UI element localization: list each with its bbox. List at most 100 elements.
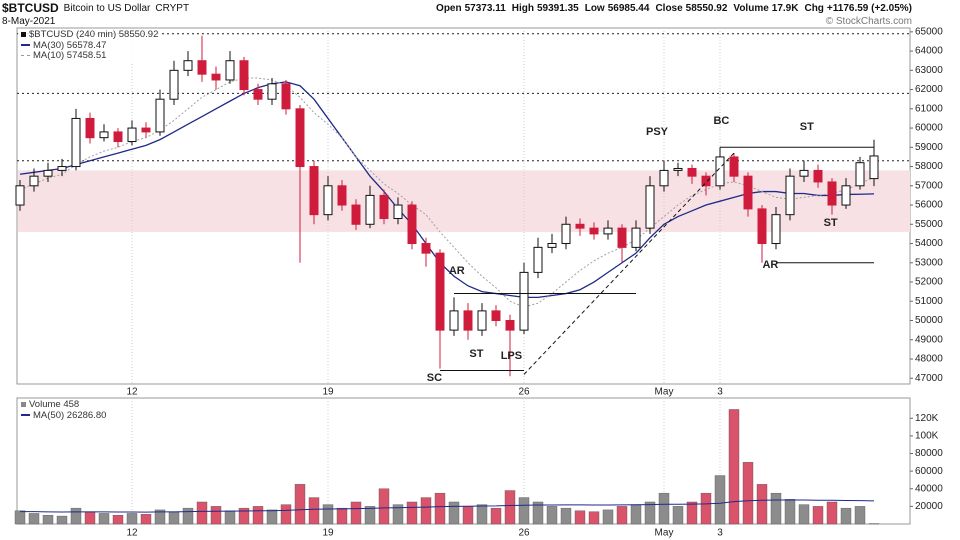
volume-bar [686,501,698,525]
moving-average [19,81,875,299]
legend-label: Volume [29,399,61,410]
volume-bar [742,462,754,525]
y-tick-label: 49000 [915,334,943,345]
volume-bar [14,510,26,525]
volume-bar [700,492,712,525]
candle-body [757,208,767,245]
candle-body [547,243,557,248]
candle-body [141,127,151,133]
y-tick-label: 53000 [915,257,943,268]
volume-bar [532,501,544,525]
volume-bar [616,506,628,525]
candle-body [393,204,403,220]
y-tick-label: 55000 [915,219,943,230]
candle-body [253,89,263,100]
volume-bar [546,506,558,525]
candle-body [813,169,823,183]
candle-body [43,169,53,177]
volume-bar [364,506,376,525]
y-tick-label: 59000 [915,142,943,153]
annotation: LPS [501,350,522,362]
candle-body [575,223,585,229]
legend-value: 56578.47 [66,39,107,51]
volume-bar [140,514,152,525]
symbol: $BTCUSD [2,1,59,15]
stat-label: High [511,3,534,14]
candle-body [869,155,879,180]
y-tick-label: 62000 [915,84,943,95]
stat-value: 17.9K [771,3,799,14]
annotation: SC [427,372,442,384]
annotation: ST [800,121,814,133]
candle-body [15,185,25,206]
volume-bar [238,507,250,525]
y-tick-label: 52000 [915,277,943,288]
candle-body [365,194,375,225]
y-tick-label: 100K [915,431,939,442]
candle-body [57,166,67,171]
candle-body [673,167,683,171]
volume-bar [602,509,614,525]
candle-body [491,310,501,321]
x-tick-label: 3 [717,528,723,539]
candle-body [799,169,809,177]
candle-body [323,185,333,216]
candle-body [29,175,39,187]
candle-body [659,169,669,187]
volume-bar [182,507,194,525]
candle-body [183,60,193,71]
volume-bar [322,504,334,525]
volume-bar [420,497,432,525]
y-tick-label: 51000 [915,296,943,307]
volume-bar [714,475,726,525]
stat-label: Close [655,3,683,14]
candle-body [351,204,361,225]
candle-body [239,60,249,91]
stat-value: 59391.35 [537,3,579,14]
y-tick-label: 40000 [915,483,943,494]
candle-body [71,117,81,168]
volume-bar [378,488,390,525]
candle-body [113,131,123,143]
y-tick-label: 57000 [915,180,943,191]
y-tick-label: 63000 [915,65,943,76]
header-row: $BTCUSD Bitcoin to US Dollar CRYPT Open 5… [2,1,912,15]
x-tick-label: 19 [322,387,334,398]
candle-body [309,166,319,216]
legend-label: MA(30) [33,39,65,51]
annotation: PSY [646,126,669,138]
volume-bar [434,492,446,525]
candle-body [281,83,291,110]
candle-body [785,175,795,216]
volume-bar [154,509,166,525]
volume-bar [574,510,586,525]
volume-bar [588,511,600,525]
y-tick-label: 56000 [915,200,943,211]
legend-item: Volume 458 [21,399,106,411]
y-tick-label: 120K [915,413,939,424]
candle-body [155,98,165,133]
volume-bar [770,492,782,525]
y-tick-label: 50000 [915,315,943,326]
exchange: CRYPT [155,3,190,14]
y-tick-label: 60000 [915,123,943,134]
moving-average [19,77,875,308]
x-tick-label: 19 [322,528,334,539]
candle-body [687,167,697,177]
volume-bar [672,506,684,525]
volume-bar [28,513,40,525]
volume-bar [126,513,138,525]
candle-body [477,310,487,331]
candle-body [407,204,417,245]
volume-bar [392,504,404,525]
stat-label: Open [436,3,462,14]
candle-body [211,73,221,81]
stat-value: 57373.11 [464,3,506,14]
stat-value: 56985.44 [607,3,650,14]
volume-bar [406,501,418,525]
x-tick-label: 26 [518,528,530,539]
legend-item: MA(30) 56578.47 [21,39,158,52]
volume-bar [350,501,362,525]
volume-legend: Volume 458 MA(50) 26286.80 [18,399,110,422]
